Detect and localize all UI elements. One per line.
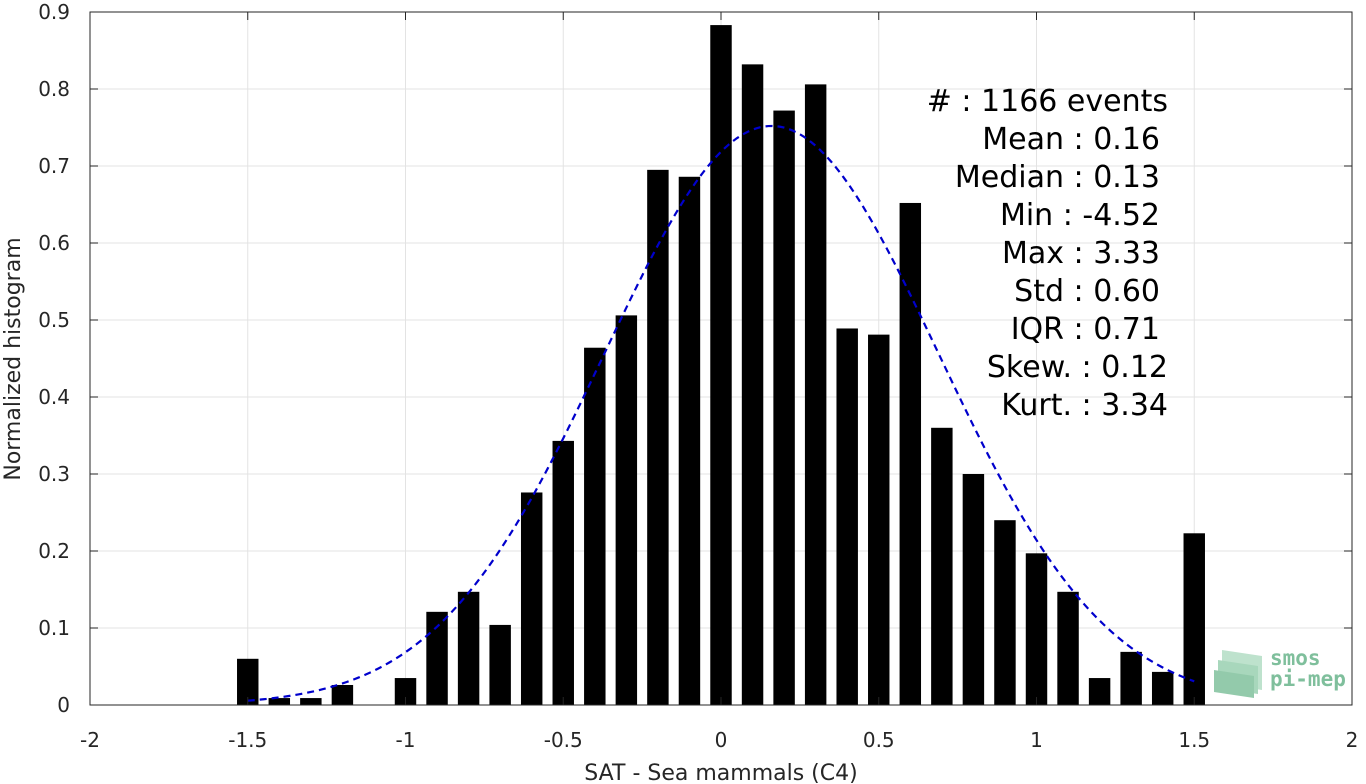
logo-line2: pi-mep bbox=[1270, 667, 1346, 691]
y-axis-label: Normalized histogram bbox=[1, 237, 26, 480]
y-tick-label: 0.2 bbox=[38, 539, 70, 563]
histogram-bar bbox=[520, 492, 543, 705]
x-tick-label: -1.5 bbox=[228, 728, 267, 752]
histogram-bar bbox=[489, 624, 511, 705]
smos-pimep-logo: smos pi-mep bbox=[1214, 646, 1346, 698]
histogram-bar bbox=[268, 698, 291, 705]
bars bbox=[237, 25, 1205, 706]
stat-iqr: IQR : 0.71 bbox=[1011, 312, 1160, 347]
histogram-bar bbox=[331, 684, 354, 705]
x-tick-label: 1.5 bbox=[1178, 728, 1210, 752]
y-tick-label: 0 bbox=[57, 693, 70, 717]
y-tick-label: 0.5 bbox=[38, 308, 70, 332]
y-tick-label: 0.4 bbox=[38, 385, 70, 409]
histogram-bar bbox=[868, 334, 890, 705]
histogram-bar bbox=[1025, 553, 1048, 705]
stat-kurt: Kurt. : 3.34 bbox=[1001, 388, 1168, 423]
histogram-bar bbox=[615, 315, 638, 705]
stat-median: Median : 0.13 bbox=[955, 160, 1160, 195]
x-tick-label: -1 bbox=[396, 728, 416, 752]
histogram-bar bbox=[1151, 671, 1174, 705]
histogram-bar bbox=[899, 202, 922, 705]
y-tick-label: 0.9 bbox=[38, 0, 70, 24]
normal-fit-curve bbox=[247, 124, 1195, 702]
histogram-bar bbox=[1057, 591, 1079, 705]
logo-line1: smos bbox=[1270, 646, 1321, 670]
histogram-bar bbox=[552, 440, 574, 705]
histogram-bar bbox=[1120, 651, 1142, 705]
x-axis-label: SAT - Sea mammals (C4) bbox=[584, 761, 857, 784]
statistics-box: # : 1166 events Mean : 0.16 Median : 0.1… bbox=[927, 84, 1168, 423]
histogram-bar bbox=[237, 658, 259, 705]
histogram-bar bbox=[426, 611, 448, 705]
histogram-bar bbox=[300, 698, 322, 705]
histogram-bar bbox=[931, 427, 953, 705]
histogram-bar bbox=[394, 678, 417, 705]
stat-std: Std : 0.60 bbox=[1014, 274, 1160, 309]
histogram-bar bbox=[710, 25, 732, 705]
histogram-bar bbox=[773, 110, 795, 705]
histogram-bar bbox=[647, 169, 669, 706]
stat-min: Min : -4.52 bbox=[1000, 198, 1160, 233]
histogram-bar bbox=[836, 328, 858, 705]
histogram-bar bbox=[1088, 678, 1111, 705]
stat-count: # : 1166 events bbox=[927, 84, 1168, 119]
stat-skew: Skew. : 0.12 bbox=[987, 350, 1168, 385]
histogram-bar bbox=[962, 474, 985, 705]
x-tick-label: -0.5 bbox=[544, 728, 583, 752]
histogram-bar bbox=[678, 176, 701, 705]
stat-mean: Mean : 0.16 bbox=[982, 122, 1160, 157]
histogram-bar bbox=[1183, 533, 1205, 705]
x-axis-ticks: -2 -1.5 -1 -0.5 0 0.5 1 1.5 2 bbox=[80, 12, 1358, 752]
y-axis-ticks: 0 0.1 0.2 0.3 0.4 0.5 0.6 0.7 0.8 0.9 bbox=[38, 0, 1352, 717]
x-tick-label: 0.5 bbox=[863, 728, 895, 752]
x-tick-label: 2 bbox=[1346, 728, 1359, 752]
y-tick-label: 0.7 bbox=[38, 154, 70, 178]
x-tick-label: 1 bbox=[1030, 728, 1043, 752]
histogram-bar bbox=[804, 84, 827, 705]
histogram-bar bbox=[457, 591, 480, 705]
histogram-bar bbox=[584, 347, 606, 705]
y-tick-label: 0.3 bbox=[38, 462, 70, 486]
y-tick-label: 0.8 bbox=[38, 77, 70, 101]
x-tick-label: 0 bbox=[715, 728, 728, 752]
y-tick-label: 0.6 bbox=[38, 231, 70, 255]
histogram-bar bbox=[994, 520, 1016, 705]
logo-waves-icon bbox=[1214, 650, 1262, 698]
x-tick-label: -2 bbox=[80, 728, 100, 752]
stat-max: Max : 3.33 bbox=[1002, 236, 1160, 271]
y-tick-label: 0.1 bbox=[38, 616, 70, 640]
histogram-bar bbox=[741, 64, 764, 706]
